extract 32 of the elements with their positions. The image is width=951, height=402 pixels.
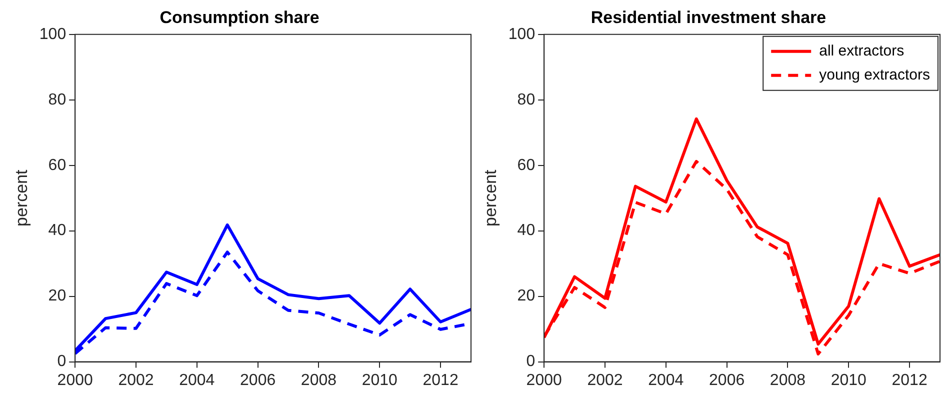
x-tick-label: 2002 xyxy=(587,372,623,389)
y-tick-label: 40 xyxy=(48,222,66,240)
legend-label: all extractors xyxy=(819,42,904,60)
x-tick-label: 2000 xyxy=(57,372,93,389)
x-tick-label: 2004 xyxy=(179,372,215,389)
x-tick-label: 2012 xyxy=(422,372,458,389)
x-tick-label: 2004 xyxy=(648,372,684,389)
y-tick-label: 60 xyxy=(517,156,536,174)
y-tick-label: 100 xyxy=(39,26,66,43)
y-tick-label: 80 xyxy=(517,91,536,108)
x-tick-label: 2002 xyxy=(118,372,154,389)
y-axis-title: percent xyxy=(480,169,500,226)
chart-title: Residential investment share xyxy=(590,8,826,27)
y-tick-label: 20 xyxy=(48,288,66,305)
x-tick-label: 2010 xyxy=(362,372,398,389)
x-tick-label: 2008 xyxy=(300,372,337,389)
y-tick-label: 20 xyxy=(517,288,536,305)
x-tick-label: 2006 xyxy=(240,372,276,389)
x-tick-label: 2000 xyxy=(526,372,562,389)
y-axis-title: percent xyxy=(12,169,31,226)
x-tick-label: 2008 xyxy=(770,372,806,389)
y-tick-label: 40 xyxy=(517,222,536,240)
y-tick-label: 0 xyxy=(526,353,536,370)
x-tick-label: 2012 xyxy=(892,372,928,389)
y-tick-label: 80 xyxy=(48,91,66,108)
y-tick-label: 60 xyxy=(48,156,66,174)
y-tick-label: 0 xyxy=(57,353,66,370)
chart-title: Consumption share xyxy=(160,8,320,27)
legend-label: young extractors xyxy=(819,66,930,84)
x-tick-label: 2010 xyxy=(830,372,867,389)
y-tick-label: 100 xyxy=(508,26,536,43)
x-tick-label: 2006 xyxy=(709,372,745,389)
